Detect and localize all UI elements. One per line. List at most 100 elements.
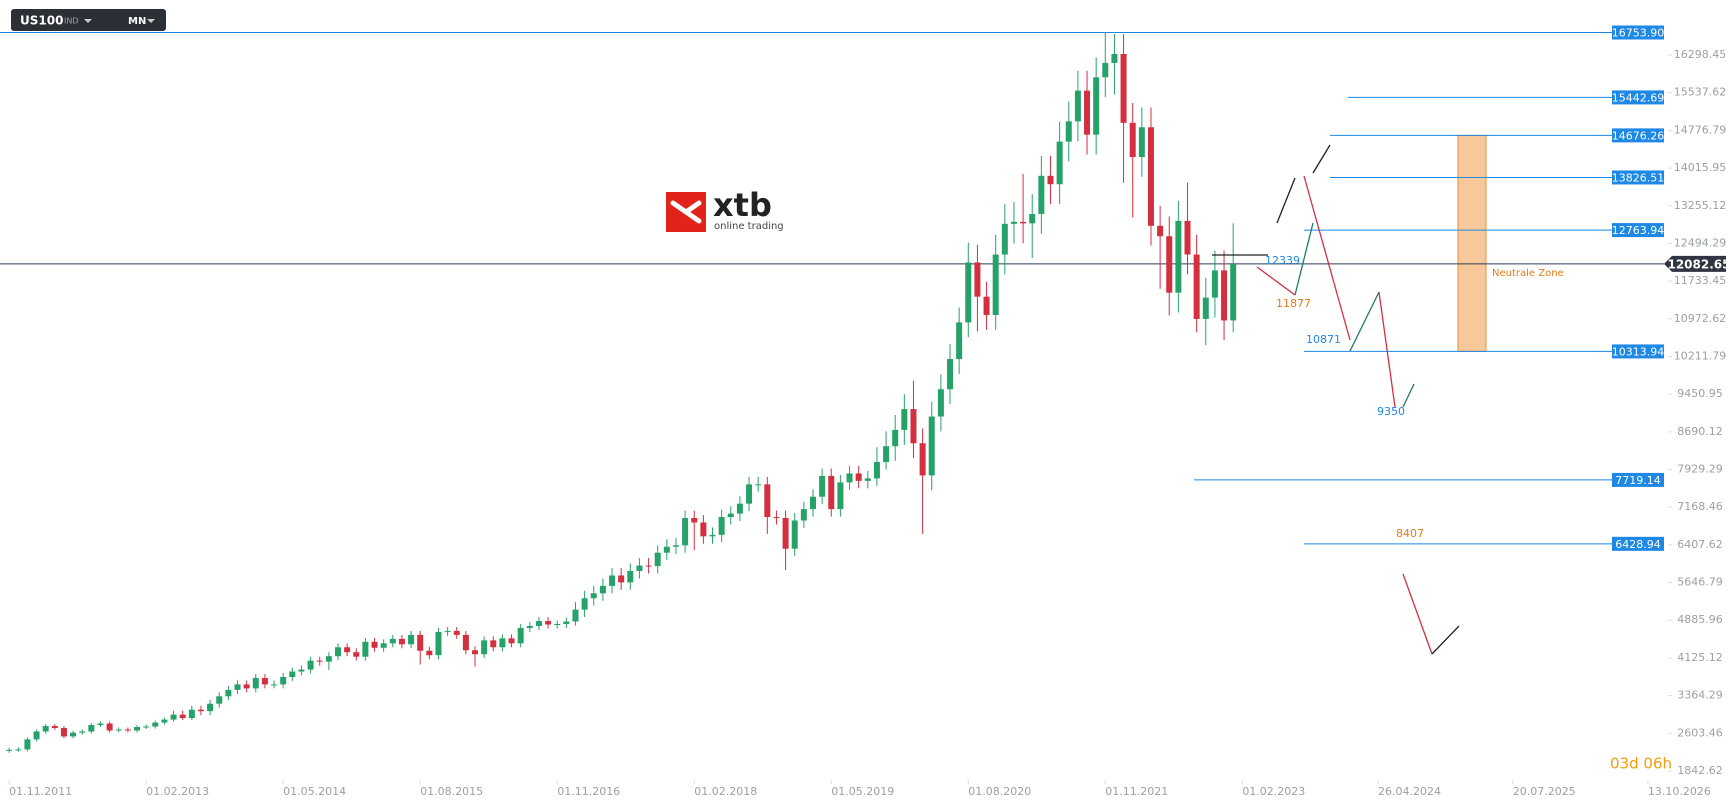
neutral-zone [1457, 134, 1487, 352]
candle-body [1120, 53, 1127, 123]
candle-body [554, 624, 561, 625]
x-tick-label: 01.08.2020 [968, 785, 1031, 798]
current-price-label: 12082.65 [1667, 257, 1730, 271]
candle-body [115, 729, 122, 731]
level-box [1612, 128, 1664, 143]
candle-body [1138, 127, 1145, 157]
candle-body [636, 565, 643, 572]
candle-body [1221, 270, 1228, 321]
x-tick-label: 26.04.2024 [1378, 785, 1441, 798]
annotation: 12339 [1265, 254, 1300, 267]
projection-line [1276, 177, 1296, 224]
dropdown-arrow[interactable] [147, 19, 155, 23]
x-tick-label: 01.02.2013 [146, 785, 209, 798]
candle-body [1029, 213, 1036, 224]
candle-body [462, 634, 469, 651]
candle-body [1020, 221, 1027, 224]
interval[interactable]: MN [128, 16, 146, 27]
candle-body [645, 565, 652, 567]
level-box [1612, 472, 1664, 487]
candle-body [289, 671, 296, 677]
projection-line [1256, 266, 1296, 296]
candle-body [956, 322, 963, 360]
candle-body [225, 689, 232, 697]
candle-body [1157, 225, 1164, 237]
candle-body [1202, 297, 1209, 319]
candle-body [545, 621, 552, 625]
candle-body [481, 640, 488, 655]
candle-body [88, 725, 95, 732]
candle-body [216, 696, 223, 704]
candle-body [472, 650, 479, 655]
x-tick-label: 01.11.2011 [9, 785, 72, 798]
projection-line [1349, 291, 1380, 352]
candle-body [408, 634, 415, 645]
y-tick-label: 7168.46 [1677, 500, 1723, 513]
candle-body [6, 749, 13, 751]
candle-body [709, 534, 716, 537]
y-tick-label: 10211.79 [1674, 349, 1727, 362]
candle-body [1166, 236, 1173, 293]
projection-line [1294, 222, 1314, 296]
candle-body [773, 517, 780, 519]
candle-body [234, 684, 241, 690]
candle-body [1147, 127, 1154, 226]
annotation: 8407 [1396, 527, 1424, 540]
candle-body [1065, 121, 1072, 142]
candle-body [261, 677, 268, 685]
candle-body [682, 518, 689, 546]
level-box [1612, 223, 1664, 238]
x-tick-label: 13.10.2026 [1648, 785, 1711, 798]
y-tick-label: 4125.12 [1677, 651, 1723, 664]
candle-body [417, 634, 424, 651]
candle-body [161, 719, 168, 723]
candle-body [1001, 223, 1008, 255]
candle-body [243, 684, 250, 689]
candle-body [1102, 62, 1109, 78]
candle-body [60, 728, 67, 737]
y-tick-label: 12494.29 [1674, 236, 1727, 249]
y-tick-label: 10972.62 [1674, 312, 1727, 325]
kind[interactable]: IND [64, 17, 79, 26]
projection-line [1431, 625, 1460, 655]
logo-tagline: online trading [714, 221, 784, 232]
candle-body [654, 552, 661, 567]
level-box [1612, 25, 1664, 40]
y-tick-label: 11733.45 [1674, 274, 1727, 287]
symbol[interactable]: US100 [20, 14, 63, 28]
candle-body [298, 669, 305, 672]
logo: xtb online trading [666, 186, 784, 232]
y-tick-label: 3364.29 [1677, 689, 1723, 702]
level-label: 13826.51 [1612, 171, 1665, 184]
candle-body [590, 593, 597, 599]
candle-body [727, 513, 734, 518]
candle-body [398, 638, 405, 645]
candle-body [426, 650, 433, 656]
candle-body [389, 638, 396, 644]
candle-body [24, 739, 31, 750]
projection-line [1303, 175, 1351, 341]
candle-body [782, 518, 789, 549]
candle-body [1047, 175, 1054, 185]
dropdown-arrow[interactable] [84, 19, 92, 23]
countdown: 03d 06h [1610, 755, 1672, 773]
candle-body [97, 723, 104, 726]
annotation: 9350 [1377, 405, 1405, 418]
candle-body [179, 714, 186, 719]
candle-body [764, 484, 771, 518]
x-tick-label: 20.07.2025 [1513, 785, 1576, 798]
projection-line [1312, 144, 1331, 174]
candle-body [947, 359, 954, 390]
y-tick-label: 14776.79 [1674, 123, 1727, 136]
candle-body [124, 729, 131, 731]
x-tick-label: 01.02.2023 [1242, 785, 1305, 798]
candle-body [517, 627, 524, 644]
candle-body [143, 726, 150, 728]
candle-body [526, 625, 533, 628]
candle-body [1038, 175, 1045, 214]
y-tick-label: 14015.95 [1674, 161, 1727, 174]
projection-line [1402, 383, 1415, 408]
candle-body [563, 621, 570, 624]
candle-body [42, 726, 49, 732]
